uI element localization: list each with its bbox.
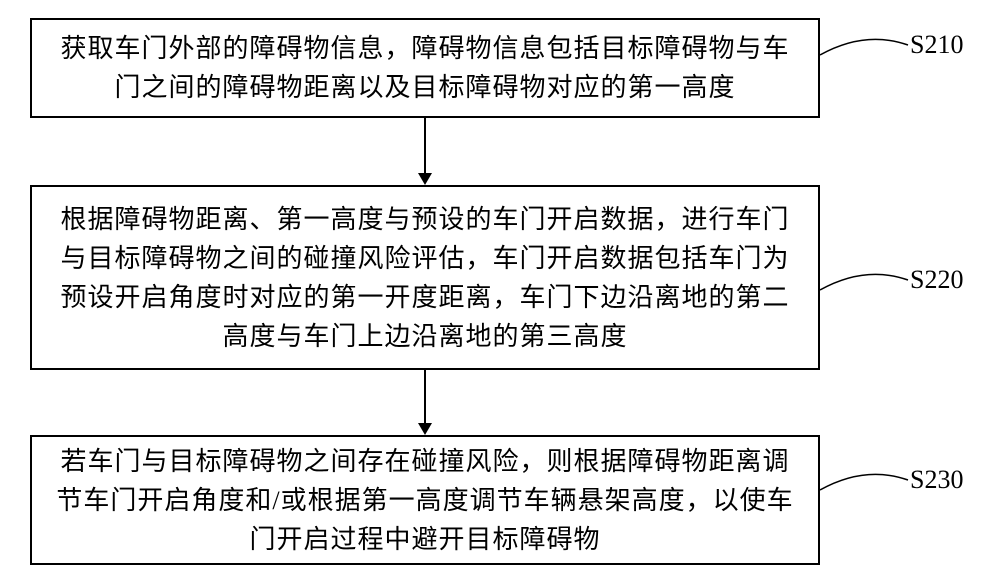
step-label-s210: S210 <box>910 30 963 60</box>
step-box-s230: 若车门与目标障碍物之间存在碰撞风险，则根据障碍物距离调节车门开启角度和/或根据第… <box>30 435 820 565</box>
arrow-head-1 <box>418 173 432 185</box>
connector-curve-s210 <box>820 25 910 65</box>
step-text-s230: 若车门与目标障碍物之间存在碰撞风险，则根据障碍物距离调节车门开启角度和/或根据第… <box>50 442 800 559</box>
flowchart-container: 获取车门外部的障碍物信息，障碍物信息包括目标障碍物与车门之间的障碍物距离以及目标… <box>0 0 1000 575</box>
connector-curve-s230 <box>820 460 910 500</box>
step-box-s210: 获取车门外部的障碍物信息，障碍物信息包括目标障碍物与车门之间的障碍物距离以及目标… <box>30 18 820 118</box>
step-label-s220: S220 <box>910 265 963 295</box>
step-text-s210: 获取车门外部的障碍物信息，障碍物信息包括目标障碍物与车门之间的障碍物距离以及目标… <box>50 29 800 107</box>
arrow-line-1 <box>424 118 426 173</box>
step-box-s220: 根据障碍物距离、第一高度与预设的车门开启数据，进行车门与目标障碍物之间的碰撞风险… <box>30 185 820 370</box>
connector-curve-s220 <box>820 260 910 300</box>
arrow-line-2 <box>424 370 426 423</box>
arrow-head-2 <box>418 423 432 435</box>
step-text-s220: 根据障碍物距离、第一高度与预设的车门开启数据，进行车门与目标障碍物之间的碰撞风险… <box>50 200 800 356</box>
step-label-s230: S230 <box>910 465 963 495</box>
